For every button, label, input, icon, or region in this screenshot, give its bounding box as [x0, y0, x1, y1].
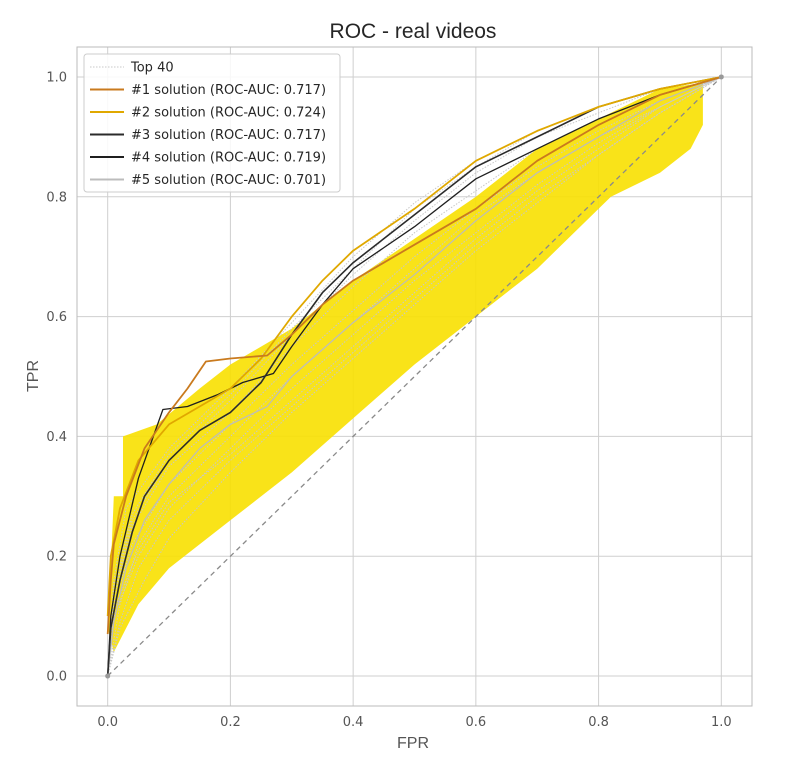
x-tick-label: 1.0 [711, 715, 732, 730]
y-tick-label: 0.6 [46, 310, 67, 325]
chart-title: ROC - real videos [330, 20, 497, 43]
plot-frame [76, 46, 753, 707]
yellow-band [107, 82, 703, 653]
confidence-band [107, 82, 703, 653]
chance-line [107, 76, 722, 677]
series-line-s5 [107, 76, 722, 677]
legend-label-s1: #1 solution (ROC-AUC: 0.717) [131, 83, 326, 98]
x-axis-ticks: 0.0 0.2 0.4 0.6 0.8 1.0 [97, 715, 731, 730]
y-tick-label: 0.2 [46, 550, 67, 565]
top40-curve [107, 76, 722, 677]
legend-label-s2: #2 solution (ROC-AUC: 0.724) [131, 106, 326, 121]
top40-curve [107, 76, 722, 677]
top40-curve [107, 76, 722, 677]
legend-label-s5: #5 solution (ROC-AUC: 0.701) [131, 173, 326, 188]
end-point [718, 74, 724, 80]
frame-rect [76, 46, 753, 707]
y-tick-label: 0.8 [46, 190, 67, 205]
series-line-s3 [106, 76, 722, 677]
curve-endpoints [105, 74, 724, 679]
x-tick-label: 0.2 [220, 715, 241, 730]
series-line-s2 [106, 76, 722, 617]
origin-point [105, 673, 111, 679]
top40-curve [107, 76, 722, 677]
x-tick-label: 0.6 [466, 715, 487, 730]
y-tick-label: 1.0 [46, 70, 67, 85]
x-tick-label: 0.4 [343, 715, 364, 730]
chance-diagonal [107, 76, 722, 677]
y-axis-label: TPR [25, 360, 42, 392]
legend-label-top40: Top 40 [130, 61, 174, 76]
y-tick-label: 0.4 [46, 430, 67, 445]
y-tick-label: 0.0 [46, 670, 67, 685]
legend-label-s3: #3 solution (ROC-AUC: 0.717) [131, 128, 326, 143]
x-tick-label: 0.8 [588, 715, 609, 730]
y-axis-ticks: 0.0 0.2 0.4 0.6 0.8 1.0 [46, 70, 67, 684]
top40-curve [107, 76, 722, 677]
series-line-s1 [106, 76, 722, 635]
legend-label-s4: #4 solution (ROC-AUC: 0.719) [131, 151, 326, 166]
x-axis-label: FPR [397, 735, 429, 752]
top40-curve [107, 76, 722, 677]
solution-curves [106, 76, 722, 677]
legend: Top 40 #1 solution (ROC-AUC: 0.717) #2 sol… [83, 53, 341, 193]
legend-box [83, 53, 341, 193]
x-tick-label: 0.0 [97, 715, 118, 730]
series-line-s4 [107, 76, 722, 677]
